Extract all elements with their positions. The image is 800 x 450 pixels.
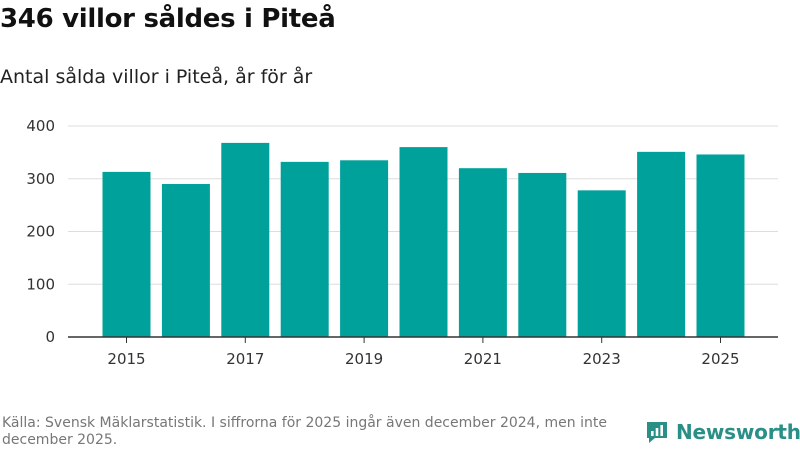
- y-tick-label: 100: [26, 275, 55, 293]
- bar-chart: 0 100 200 300 400 2015 2017 2019 2021 2023 2025: [26, 117, 778, 368]
- bar-2019: [340, 160, 389, 337]
- bar-2022: [518, 172, 567, 337]
- x-tick-label: 2015: [107, 350, 145, 368]
- bar-2023: [577, 190, 626, 337]
- chart-title: 346 villor såldes i Piteå: [0, 4, 336, 34]
- bar-2021: [458, 168, 507, 337]
- x-tick-label: 2019: [345, 350, 383, 368]
- chart-subtitle: Antal sålda villor i Piteå, år för år: [0, 66, 313, 88]
- newsworthy-logo[interactable]: Newsworthy: [644, 419, 800, 445]
- x-tick-label: 2025: [701, 350, 739, 368]
- x-axis-ticks: 2015 2017 2019 2021 2023 2025: [107, 337, 740, 368]
- bar-2017: [221, 142, 270, 337]
- source-note: Källa: Svensk Mäklarstatistik. I siffror…: [2, 415, 607, 448]
- x-tick-label: 2023: [583, 350, 621, 368]
- brand-name: Newsworthy: [676, 420, 800, 444]
- y-tick-label: 200: [26, 223, 55, 241]
- y-tick-label: 0: [45, 328, 55, 346]
- bar-2025: [696, 154, 745, 337]
- x-tick-label: 2021: [464, 350, 502, 368]
- x-tick-label: 2017: [226, 350, 264, 368]
- bar-2020: [399, 147, 448, 337]
- y-axis-ticks: 0 100 200 300 400: [26, 117, 55, 346]
- bar-2024: [637, 151, 686, 337]
- y-tick-label: 400: [26, 117, 55, 135]
- bars: [102, 142, 745, 337]
- bar-2015: [102, 171, 151, 337]
- bar-2018: [280, 161, 329, 337]
- bar-2016: [161, 184, 210, 337]
- newsworthy-logo-icon: [647, 422, 667, 443]
- y-tick-label: 300: [26, 170, 55, 188]
